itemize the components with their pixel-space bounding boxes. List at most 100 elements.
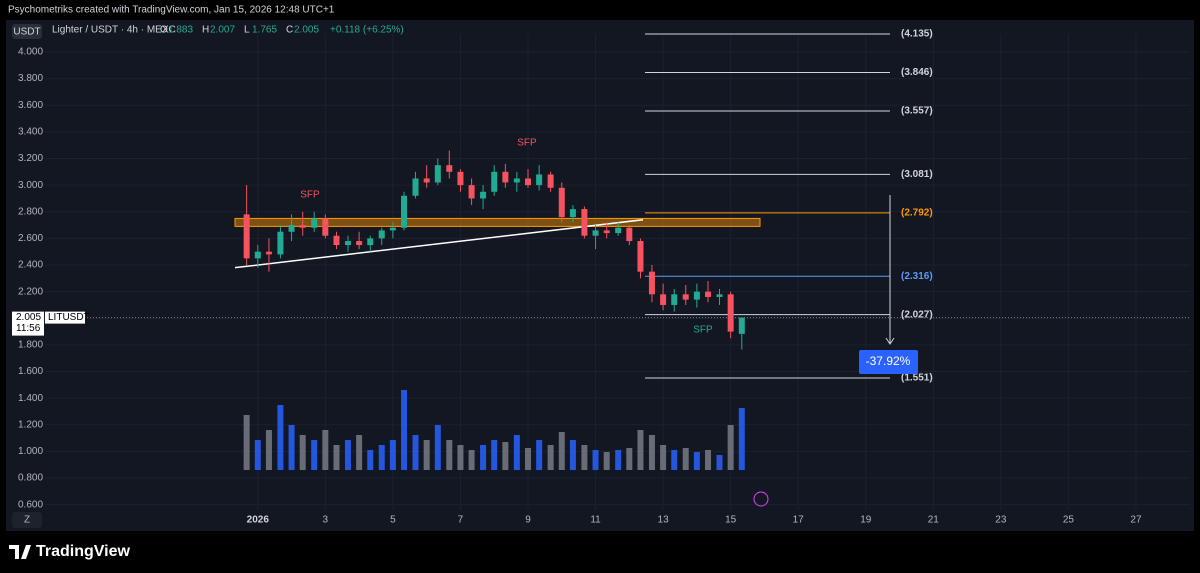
fib-label: (4.135) bbox=[901, 29, 933, 40]
candle-body bbox=[637, 241, 644, 272]
volume-bar bbox=[513, 435, 520, 470]
volume-bar bbox=[401, 390, 408, 470]
candle-body bbox=[299, 225, 306, 228]
y-tick-label: 0.800 bbox=[18, 473, 43, 484]
volume-bar bbox=[693, 452, 700, 470]
candle-body bbox=[457, 171, 464, 186]
y-tick-label: 3.400 bbox=[18, 127, 43, 138]
x-tick-label: 25 bbox=[1063, 515, 1075, 526]
y-tick-label: 2.800 bbox=[18, 206, 43, 217]
volume-bar bbox=[288, 425, 295, 470]
y-tick-label: 3.600 bbox=[18, 100, 43, 111]
y-tick-label: 3.200 bbox=[18, 153, 43, 164]
volume-bar bbox=[457, 445, 464, 470]
candle-body bbox=[626, 227, 633, 242]
fib-label: (2.792) bbox=[901, 207, 933, 218]
volume-bar bbox=[524, 448, 531, 470]
ohlc-key: O bbox=[160, 25, 168, 36]
currency-button[interactable] bbox=[12, 24, 42, 39]
candle-body bbox=[513, 178, 520, 183]
volume-bar bbox=[637, 430, 644, 470]
y-tick-label: 3.000 bbox=[18, 180, 43, 191]
plot: O 1.883 H 2.007 L 1.765 C 2.005 +0.118 (+6.25%)0… bbox=[12, 25, 1190, 526]
candle-body bbox=[254, 251, 261, 259]
volume-bar bbox=[592, 450, 599, 470]
volume-bar bbox=[277, 405, 284, 470]
candle-body bbox=[344, 241, 351, 246]
volume-bar bbox=[446, 440, 453, 470]
candle-body bbox=[491, 171, 498, 192]
volume-bar bbox=[682, 448, 689, 470]
candle-body bbox=[311, 218, 318, 228]
candle-body bbox=[536, 174, 543, 186]
candle-body bbox=[265, 251, 272, 255]
y-tick-label: 4.000 bbox=[18, 47, 43, 58]
candle-body bbox=[581, 209, 588, 236]
last-price-label: 2.005 bbox=[16, 312, 41, 323]
candle-body bbox=[660, 294, 667, 305]
y-tick-label: 1.400 bbox=[18, 393, 43, 404]
volume-bar bbox=[468, 450, 475, 470]
y-tick-label: 2.600 bbox=[18, 233, 43, 244]
volume-bar bbox=[569, 440, 576, 470]
candle-body bbox=[333, 235, 340, 246]
x-tick-label: 13 bbox=[658, 515, 670, 526]
zoom-button[interactable] bbox=[12, 512, 42, 528]
volume-bar bbox=[265, 430, 272, 470]
fib-label: (3.081) bbox=[901, 169, 933, 180]
candle-body bbox=[412, 178, 419, 196]
volume-bar bbox=[536, 440, 543, 470]
candle-body bbox=[547, 174, 554, 188]
candle-body bbox=[615, 227, 622, 234]
fib-label: (3.846) bbox=[901, 67, 933, 78]
price-tag bbox=[12, 311, 44, 336]
volume-bar bbox=[412, 435, 419, 470]
x-tick-label: 7 bbox=[458, 515, 464, 526]
ohlc-key: H bbox=[202, 25, 209, 36]
measure-head bbox=[885, 337, 895, 345]
volume-bar bbox=[491, 440, 498, 470]
volume-bar bbox=[344, 440, 351, 470]
ohlc-key: L bbox=[244, 25, 250, 36]
volume-bar bbox=[626, 448, 633, 470]
brand: TradingView bbox=[36, 543, 131, 560]
volume-bar bbox=[716, 455, 723, 470]
ticker-tag bbox=[45, 311, 85, 324]
y-tick-label: 1.600 bbox=[18, 366, 43, 377]
ticker: LITUSDT bbox=[48, 312, 90, 323]
candle-body bbox=[648, 271, 655, 295]
volume-bar bbox=[254, 440, 261, 470]
volume-bar bbox=[727, 425, 734, 470]
candle-body bbox=[603, 230, 610, 234]
candle-body bbox=[243, 214, 250, 259]
candle-body bbox=[288, 225, 295, 232]
fib-label: (2.027) bbox=[901, 309, 933, 320]
volume-bar bbox=[434, 425, 441, 470]
y-tick-label: 2.200 bbox=[18, 286, 43, 297]
chart-pane bbox=[6, 20, 1194, 531]
change: +0.118 (+6.25%) bbox=[330, 25, 404, 36]
y-tick-label: 1.000 bbox=[18, 446, 43, 457]
alert-icon bbox=[753, 491, 769, 507]
volume-bar bbox=[333, 445, 340, 470]
annotation: SFP bbox=[517, 138, 537, 149]
candle-body bbox=[558, 187, 565, 218]
candle-body bbox=[738, 317, 745, 334]
volume-bar bbox=[367, 450, 374, 470]
volume-bar bbox=[378, 445, 385, 470]
x-tick-label: 27 bbox=[1130, 515, 1142, 526]
x-tick-label: 15 bbox=[725, 515, 737, 526]
volume-bar bbox=[389, 440, 396, 470]
candle-body bbox=[671, 294, 678, 305]
candle-body bbox=[277, 231, 284, 255]
ohlc-value: 2.007 bbox=[210, 25, 235, 36]
x-tick-label: 19 bbox=[860, 515, 872, 526]
candle-body bbox=[468, 185, 475, 199]
volume-bar bbox=[322, 430, 329, 470]
volume-bar bbox=[502, 442, 509, 470]
candle-body bbox=[705, 291, 712, 297]
candle-body bbox=[524, 178, 531, 186]
y-tick-label: 1.800 bbox=[18, 340, 43, 351]
x-tick-label: 3 bbox=[323, 515, 329, 526]
y-tick-label: 1.200 bbox=[18, 419, 43, 430]
